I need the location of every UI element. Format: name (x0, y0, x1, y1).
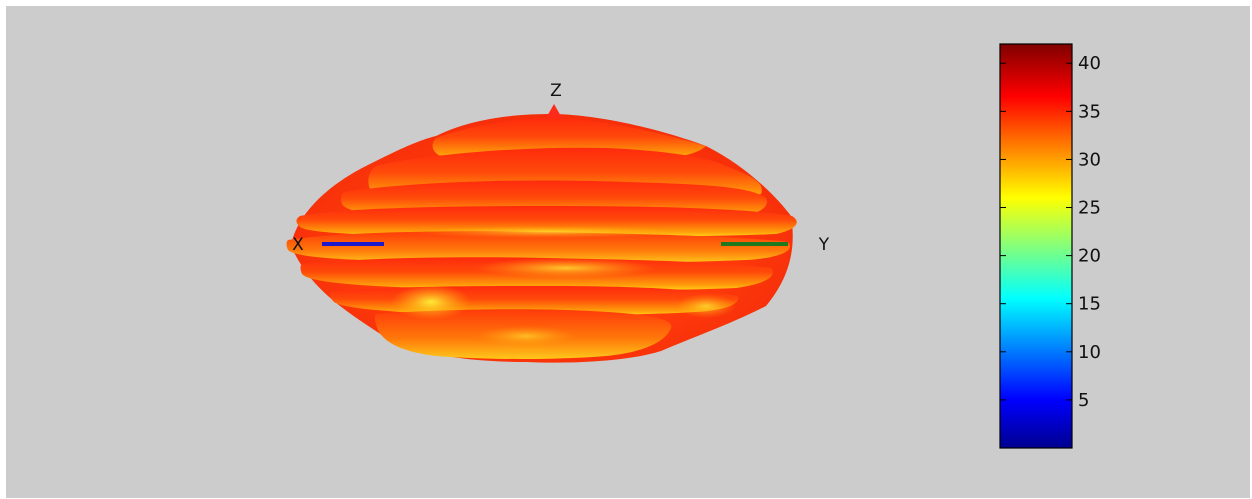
surface (286, 104, 797, 363)
axis-label-y: Y (818, 235, 830, 255)
surface-z-tip (546, 104, 562, 118)
axis-label-z: Z (550, 81, 562, 101)
colorbar: 5 10 15 20 25 30 35 40 (999, 43, 1101, 449)
colorbar-tick-label: 5 (1078, 390, 1089, 411)
colorbar-tick-label: 20 (1078, 246, 1101, 267)
colorbar-tick-label: 15 (1078, 294, 1101, 315)
colorbar-tick-label: 40 (1078, 53, 1101, 74)
surface-highlight-left (391, 284, 471, 320)
colorbar-ticks: 5 10 15 20 25 30 35 40 (1000, 53, 1101, 411)
colorbar-tick-label: 10 (1078, 342, 1101, 363)
colorbar-tick-label: 25 (1078, 198, 1101, 219)
surface-highlight-upper (406, 226, 686, 238)
surface-highlight-bottom (476, 326, 576, 346)
axis-label-x: X (292, 235, 304, 255)
surface-highlight-center (476, 258, 656, 278)
figure-background: Z X Y 5 10 15 20 25 30 35 40 (6, 6, 1250, 498)
colorbar-gradient (999, 43, 1073, 449)
surface-band-4 (296, 206, 797, 237)
colorbar-tick-label: 30 (1078, 149, 1101, 170)
surface-highlight-right (676, 294, 736, 318)
colorbar-tick-label: 35 (1078, 101, 1101, 122)
plot-canvas: Z X Y 5 10 15 20 25 30 35 40 (286, 43, 1101, 449)
surface-band-5 (286, 231, 791, 264)
